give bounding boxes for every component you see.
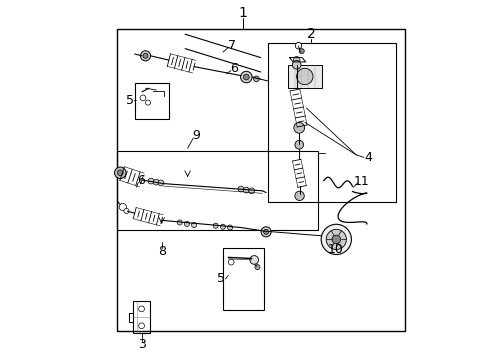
Circle shape [140, 95, 145, 101]
Circle shape [249, 256, 258, 264]
Circle shape [293, 122, 304, 133]
Circle shape [293, 57, 299, 63]
Circle shape [145, 100, 150, 105]
Circle shape [325, 229, 346, 249]
Text: 11: 11 [353, 175, 368, 188]
Text: 2: 2 [306, 27, 315, 41]
Text: 6: 6 [229, 62, 237, 75]
Circle shape [243, 187, 249, 193]
Circle shape [261, 227, 270, 237]
Bar [117, 151, 318, 230]
Circle shape [321, 224, 351, 255]
Text: 6: 6 [137, 174, 145, 186]
Circle shape [177, 220, 182, 225]
Circle shape [253, 76, 259, 82]
Circle shape [294, 191, 304, 201]
Text: 5: 5 [126, 94, 134, 107]
Text: 9: 9 [192, 129, 200, 141]
Circle shape [142, 53, 148, 58]
Bar [223, 248, 264, 310]
Text: 3: 3 [137, 338, 145, 351]
Text: 5: 5 [217, 273, 224, 285]
Circle shape [153, 179, 159, 185]
Circle shape [213, 223, 218, 228]
Circle shape [299, 49, 304, 54]
Circle shape [254, 265, 260, 270]
Text: 4: 4 [363, 151, 371, 164]
Circle shape [263, 229, 268, 234]
Bar [133, 301, 150, 333]
Circle shape [243, 74, 249, 80]
Circle shape [248, 188, 254, 194]
Bar [267, 43, 395, 202]
Text: 10: 10 [327, 243, 343, 256]
Bar [134, 83, 168, 119]
Circle shape [295, 42, 301, 49]
Circle shape [139, 306, 144, 312]
Circle shape [140, 51, 150, 61]
Circle shape [227, 225, 232, 230]
Circle shape [238, 186, 244, 192]
Circle shape [114, 167, 126, 179]
Circle shape [331, 235, 340, 244]
Circle shape [123, 208, 129, 213]
Circle shape [296, 68, 312, 85]
Circle shape [220, 224, 225, 229]
Text: 8: 8 [157, 245, 165, 258]
Text: 7: 7 [227, 39, 235, 51]
Circle shape [148, 178, 153, 184]
Text: 1: 1 [238, 6, 246, 19]
Circle shape [292, 60, 301, 69]
Circle shape [240, 71, 251, 83]
Circle shape [139, 323, 144, 329]
Circle shape [228, 259, 234, 265]
Circle shape [191, 222, 196, 228]
Circle shape [117, 170, 123, 176]
Circle shape [294, 140, 303, 149]
Circle shape [119, 203, 126, 211]
Bar [117, 29, 404, 331]
Circle shape [184, 221, 189, 226]
Bar [287, 65, 321, 88]
Circle shape [158, 180, 163, 186]
